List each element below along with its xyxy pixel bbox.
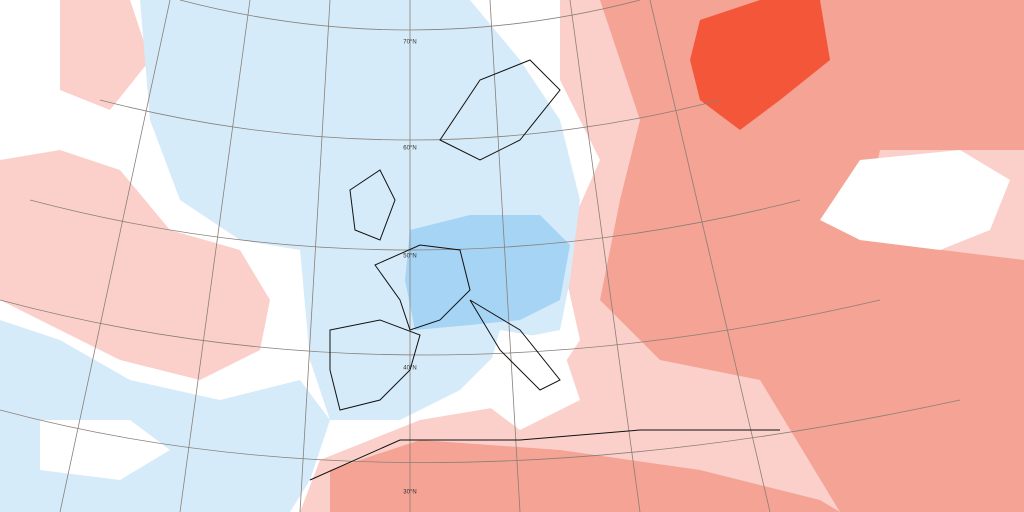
- meridian: [299, 0, 331, 512]
- hot-anomaly: [690, 0, 830, 130]
- warm-anomaly: [60, 0, 150, 110]
- warm-anomaly: [0, 150, 270, 380]
- graticule: [0, 0, 961, 512]
- latitude-label: 30°N: [403, 490, 416, 496]
- latitude-label: 70°N: [403, 40, 416, 46]
- meridian: [179, 0, 251, 512]
- cold-anomaly-strong: [405, 215, 570, 330]
- meridian: [649, 0, 771, 512]
- coastline: [439, 59, 561, 161]
- latitude-line: [0, 299, 881, 356]
- coastline: [374, 244, 471, 331]
- latitude-label: 40°N: [403, 366, 416, 372]
- neutral-area: [40, 420, 170, 480]
- coastline: [309, 429, 780, 481]
- latitude-line: [0, 399, 961, 463]
- latitude-label: 60°N: [403, 146, 416, 152]
- coastlines: [309, 59, 780, 481]
- latitude-line: [29, 199, 801, 251]
- meridian: [489, 0, 521, 512]
- warm-anomaly-strong: [600, 0, 1024, 512]
- latitude-label: 50°N: [403, 254, 416, 260]
- meridian: [59, 0, 171, 512]
- meridian: [569, 0, 641, 512]
- coastline: [349, 169, 396, 241]
- neutral-area: [820, 150, 1010, 250]
- warm-anomaly-strong: [330, 440, 840, 512]
- coastline: [329, 319, 421, 411]
- coastline: [469, 299, 561, 391]
